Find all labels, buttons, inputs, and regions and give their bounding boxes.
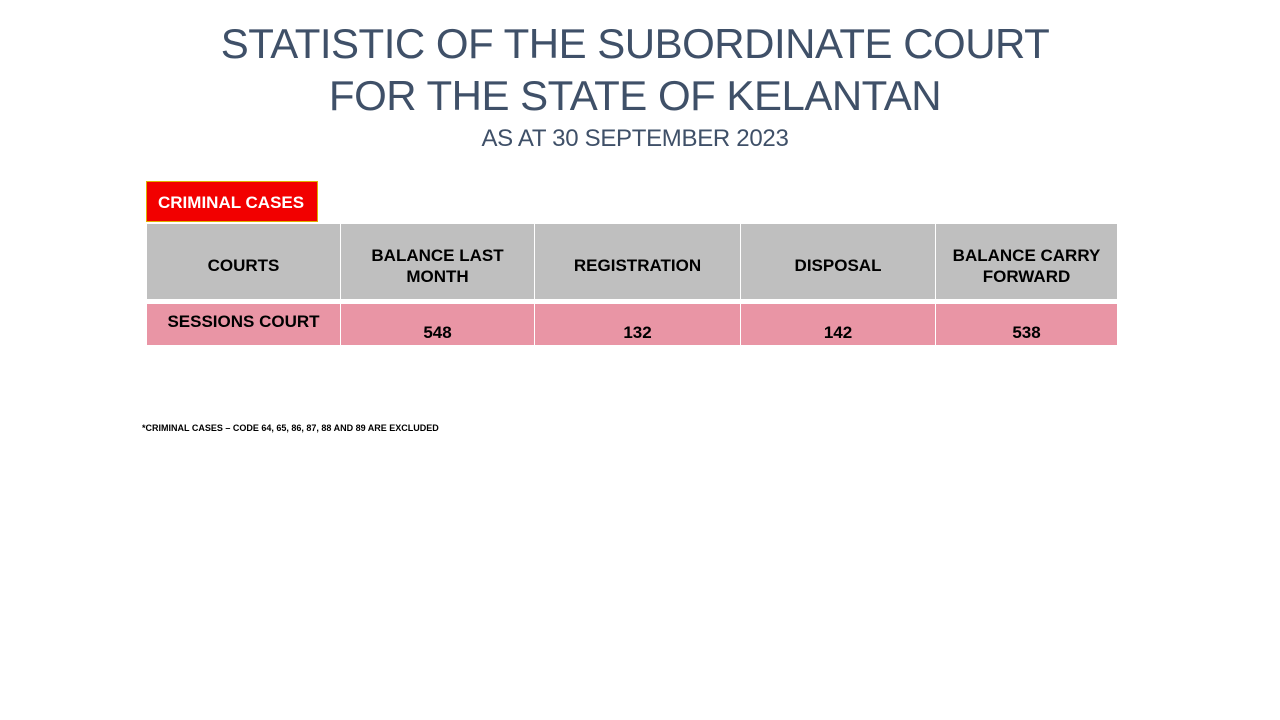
table-spacer bbox=[146, 299, 1118, 304]
header-balance-carry-forward: BALANCE CARRY FORWARD bbox=[935, 223, 1118, 300]
footnote: *CRIMINAL CASES – CODE 64, 65, 86, 87, 8… bbox=[142, 423, 439, 433]
criminal-cases-tag: CRIMINAL CASES bbox=[146, 181, 318, 222]
cell-court-name: SESSIONS COURT bbox=[146, 303, 341, 346]
cell-registration: 132 bbox=[534, 303, 741, 346]
statistics-table: COURTS BALANCE LAST MONTH REGISTRATION D… bbox=[146, 223, 1118, 346]
header-courts: COURTS bbox=[146, 223, 341, 300]
table-spacer-cell bbox=[146, 299, 1118, 304]
header-disposal: DISPOSAL bbox=[740, 223, 936, 300]
header-registration: REGISTRATION bbox=[534, 223, 741, 300]
cell-balance-last-month: 548 bbox=[340, 303, 535, 346]
title-block: STATISTIC OF THE SUBORDINATE COURT FOR T… bbox=[0, 18, 1270, 154]
page-title-line-1: STATISTIC OF THE SUBORDINATE COURT bbox=[220, 20, 1050, 67]
cell-disposal: 142 bbox=[740, 303, 936, 346]
table-header-row: COURTS BALANCE LAST MONTH REGISTRATION D… bbox=[146, 223, 1118, 300]
page-subtitle: AS AT 30 SEPTEMBER 2023 bbox=[481, 125, 789, 152]
table-row: SESSIONS COURT 548 132 142 538 bbox=[146, 303, 1118, 346]
header-balance-last-month: BALANCE LAST MONTH bbox=[340, 223, 535, 300]
cell-balance-carry-forward: 538 bbox=[935, 303, 1118, 346]
page-title-line-2: FOR THE STATE OF KELANTAN bbox=[328, 72, 942, 119]
